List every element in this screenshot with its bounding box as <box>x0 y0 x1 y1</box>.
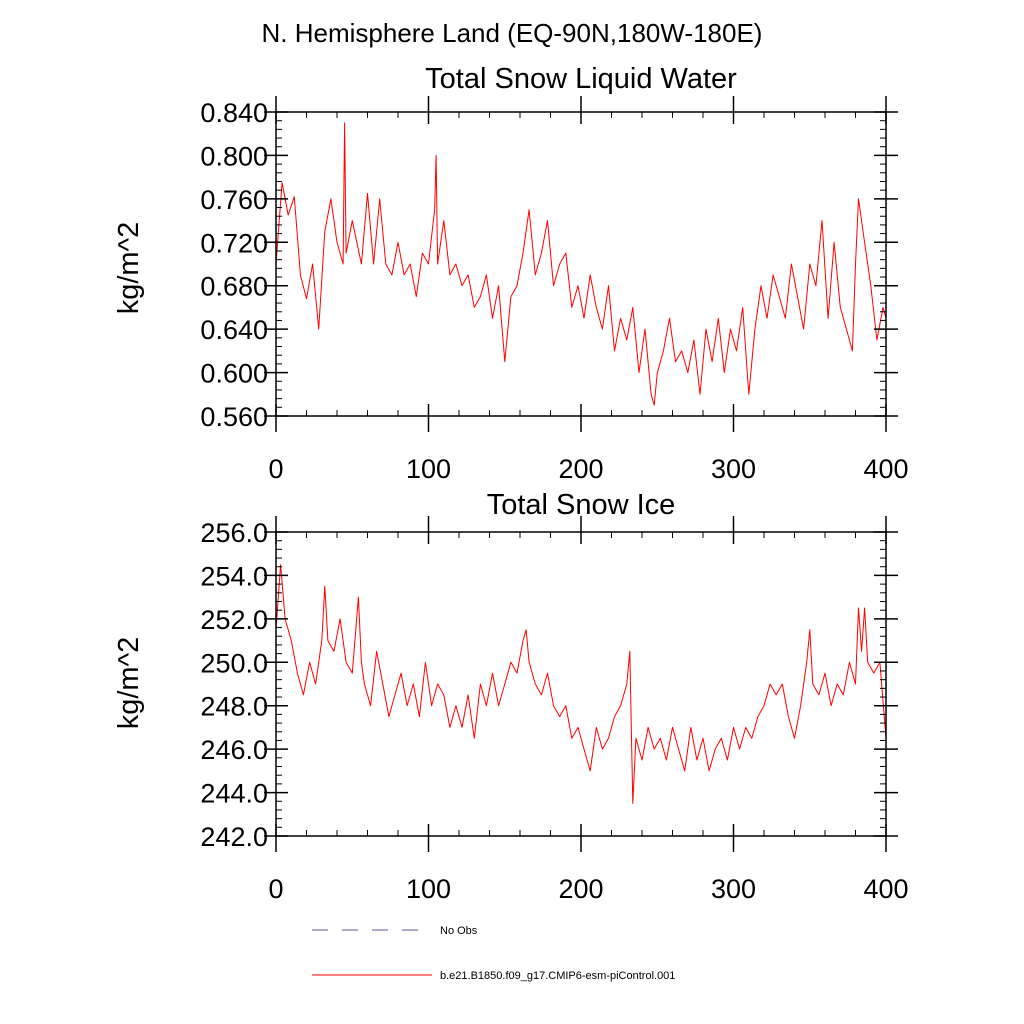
y-tick-label: 0.760 <box>200 185 268 215</box>
y-tick-label: 0.600 <box>200 359 268 389</box>
y-tick-label: 0.560 <box>200 402 268 432</box>
y-tick-label: 0.840 <box>200 98 268 128</box>
y-tick-label: 254.0 <box>200 561 268 591</box>
y-tick-label: 256.0 <box>200 518 268 548</box>
y-tick-label: 0.680 <box>200 272 268 302</box>
panel-title: Total Snow Ice <box>487 489 676 521</box>
x-tick-label: 200 <box>558 454 603 484</box>
y-tick-label: 242.0 <box>200 822 268 852</box>
y-axis-label: kg/m^2 <box>113 637 145 730</box>
x-tick-label: 300 <box>711 874 756 904</box>
panel-snow-ice: Total Snow Ice kg/m^2 242.0 244.0 246.0 248… <box>113 489 909 904</box>
y-tick-label: 244.0 <box>200 779 268 809</box>
legend: No Obs b.e21.B1850.f09_g17.CMIP6-esm-piC… <box>312 925 675 982</box>
series-line <box>275 564 887 804</box>
legend-label-no-obs: No Obs <box>440 925 478 937</box>
y-tick-label: 0.720 <box>200 228 268 258</box>
y-tick-label: 0.640 <box>200 315 268 345</box>
x-tick-label: 100 <box>406 874 451 904</box>
x-tick-label: 400 <box>863 454 908 484</box>
y-tick-label: 246.0 <box>200 735 268 765</box>
panel-title: Total Snow Liquid Water <box>425 63 737 95</box>
x-tick-label: 200 <box>558 874 603 904</box>
x-tick-label: 300 <box>711 454 756 484</box>
y-tick-label: 0.800 <box>200 141 268 171</box>
y-tick-label: 248.0 <box>200 692 268 722</box>
x-tick-label: 100 <box>406 454 451 484</box>
figure-title: N. Hemisphere Land (EQ-90N,180W-180E) <box>262 18 763 48</box>
y-tick-label: 250.0 <box>200 648 268 678</box>
plot-frame <box>275 111 887 417</box>
y-axis-label: kg/m^2 <box>113 222 145 315</box>
x-tick-label: 0 <box>268 874 283 904</box>
plot-frame <box>275 531 887 837</box>
series-line <box>275 122 887 406</box>
legend-label-model: b.e21.B1850.f09_g17.CMIP6-esm-piControl.… <box>440 970 675 982</box>
x-tick-label: 0 <box>268 454 283 484</box>
y-tick-label: 252.0 <box>200 605 268 635</box>
panel-snow-liquid-water: Total Snow Liquid Water kg/m^2 0.560 0.60… <box>113 63 909 484</box>
x-tick-label: 400 <box>863 874 908 904</box>
